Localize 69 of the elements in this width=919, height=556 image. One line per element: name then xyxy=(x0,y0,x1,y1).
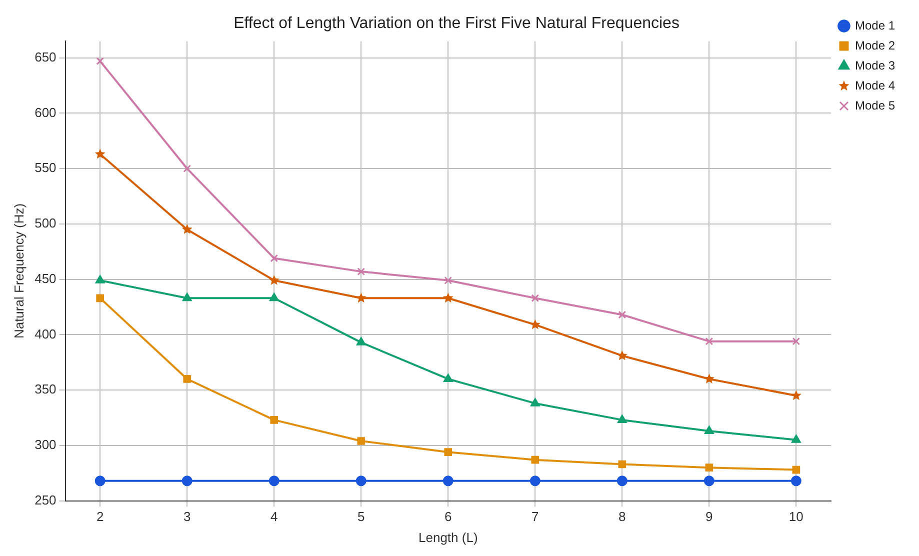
y-tick-label: 450 xyxy=(34,270,56,286)
point xyxy=(96,57,104,66)
x-tick-label: 6 xyxy=(444,509,452,524)
point xyxy=(270,416,278,424)
y-tick-label: 650 xyxy=(34,49,56,64)
point xyxy=(357,437,366,445)
point xyxy=(790,476,802,486)
point xyxy=(531,294,540,302)
x-tick-label: 8 xyxy=(618,509,626,524)
x-tick-label: 10 xyxy=(788,509,804,524)
point xyxy=(443,374,453,382)
point xyxy=(705,337,714,346)
x-tick-label: 5 xyxy=(358,509,365,524)
point xyxy=(183,164,192,172)
point xyxy=(94,476,106,486)
legend-label: Mode 3 xyxy=(854,58,896,72)
legend-label: Mode 1 xyxy=(854,18,896,32)
point xyxy=(792,434,801,443)
point xyxy=(705,464,714,472)
chart-title: Effect of Length Variation on the First Five Natural Frequencies xyxy=(234,15,680,32)
x-tick-label: 3 xyxy=(183,509,191,524)
x-tick-label: 7 xyxy=(532,509,539,524)
point xyxy=(357,268,366,276)
point xyxy=(270,254,278,262)
point xyxy=(356,476,366,486)
point xyxy=(95,275,105,284)
legend-label: Mode 5 xyxy=(854,98,896,112)
point xyxy=(268,274,280,285)
point xyxy=(792,466,800,474)
point xyxy=(442,292,454,303)
point xyxy=(183,375,192,383)
point xyxy=(531,456,540,464)
y-tick-label: 350 xyxy=(34,382,56,397)
y-tick-label: 550 xyxy=(34,160,56,176)
y-tick-label: 500 xyxy=(34,216,56,231)
point xyxy=(704,426,714,434)
point xyxy=(530,398,540,406)
point xyxy=(790,390,802,400)
x-tick-label: 2 xyxy=(96,509,104,524)
point xyxy=(618,310,626,319)
point xyxy=(530,476,540,486)
x-axis-title: Length (L) xyxy=(418,530,478,545)
point xyxy=(792,337,800,346)
point xyxy=(704,476,714,486)
x-tick-label: 4 xyxy=(270,509,278,524)
point xyxy=(616,476,628,486)
point xyxy=(182,476,192,486)
point xyxy=(442,476,454,486)
point xyxy=(356,337,366,346)
legend-label: Mode 2 xyxy=(854,38,896,52)
point xyxy=(444,448,452,456)
y-tick-label: 300 xyxy=(34,437,56,452)
point xyxy=(269,292,279,302)
y-tick-label: 600 xyxy=(34,104,56,120)
y-axis-title: Natural Frequency (Hz) xyxy=(11,203,26,339)
y-tick-label: 400 xyxy=(34,326,56,342)
point xyxy=(444,276,452,284)
y-tick-label: 250 xyxy=(34,492,56,508)
point xyxy=(356,292,366,303)
point xyxy=(182,292,192,302)
point xyxy=(616,350,628,360)
point xyxy=(618,460,626,468)
x-tick-label: 9 xyxy=(706,509,713,524)
point xyxy=(268,476,280,486)
point xyxy=(96,294,104,302)
point xyxy=(94,148,106,159)
point xyxy=(182,224,192,234)
point xyxy=(618,414,627,423)
legend-label: Mode 4 xyxy=(854,78,896,92)
